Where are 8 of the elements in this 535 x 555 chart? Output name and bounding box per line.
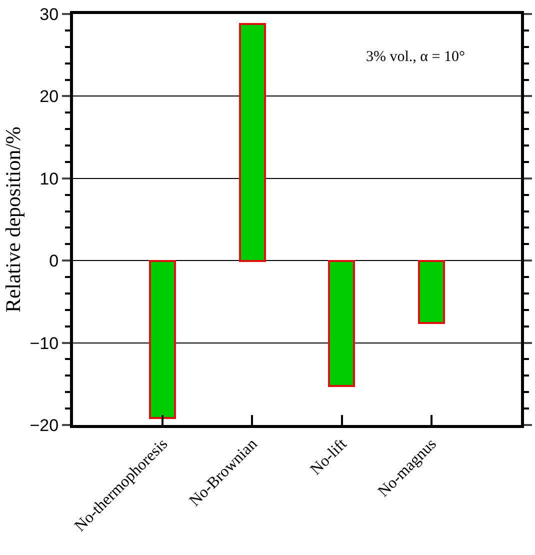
y-tick-label: −10 [30, 334, 59, 353]
annotation: 3% vol., α = 10° [366, 49, 465, 65]
y-tick-label: −20 [30, 416, 59, 435]
y-axis-title: Relative deposition/% [0, 126, 25, 313]
y-tick-label: 30 [40, 4, 59, 24]
y-tick-label: 0 [49, 252, 59, 271]
y-tick-label: 10 [40, 169, 59, 188]
y-tick-label: 20 [40, 87, 59, 106]
